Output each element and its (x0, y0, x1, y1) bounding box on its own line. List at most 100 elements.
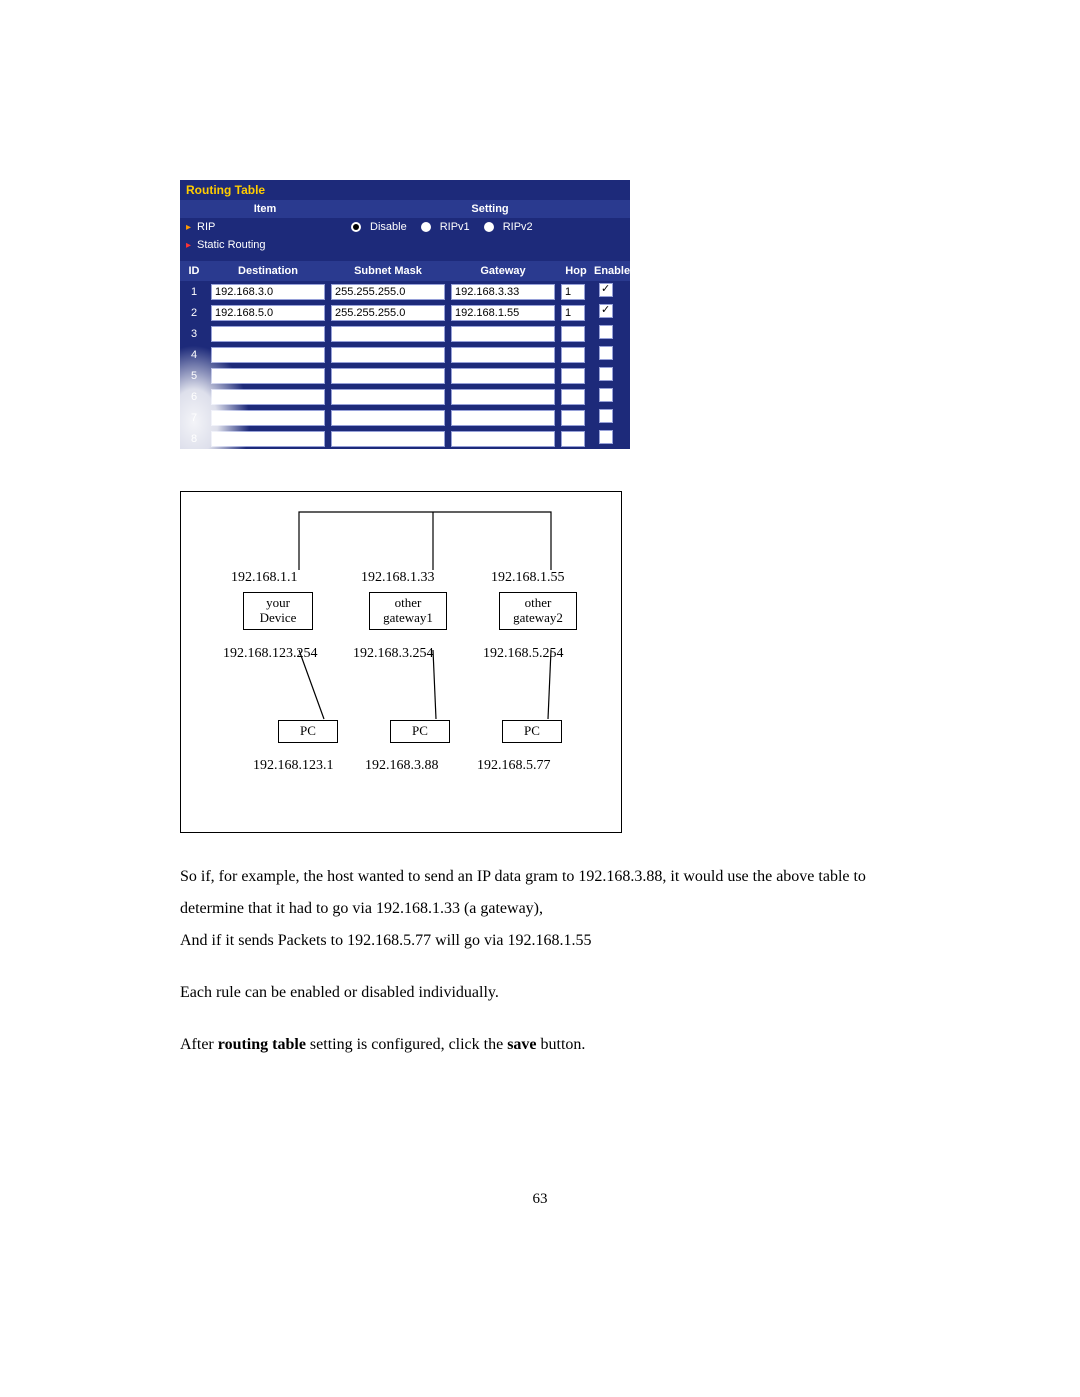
destination-input[interactable] (211, 389, 325, 405)
row-id: 4 (180, 349, 208, 361)
static-routing-row: ▸ Static Routing (180, 236, 630, 261)
col-destination: Destination (208, 261, 328, 281)
caret-icon: ▸ (186, 240, 191, 251)
enable-checkbox[interactable] (599, 409, 613, 423)
subnet-mask-input[interactable] (331, 305, 445, 321)
diagram-ip-label: 192.168.5.77 (477, 758, 551, 774)
paragraph-3: Each rule can be enabled or disabled ind… (180, 977, 900, 1009)
destination-input[interactable] (211, 431, 325, 447)
radio-ripv2[interactable] (484, 222, 494, 232)
gateway-input[interactable] (451, 389, 555, 405)
subnet-mask-input[interactable] (331, 284, 445, 300)
enable-checkbox[interactable] (599, 304, 613, 318)
paragraph-2: And if it sends Packets to 192.168.5.77 … (180, 925, 900, 957)
paragraph-4: After routing table setting is configure… (180, 1029, 900, 1061)
header-item: Item (180, 200, 350, 218)
gateway-input[interactable] (451, 284, 555, 300)
radio-ripv1[interactable] (421, 222, 431, 232)
hop-input[interactable] (561, 326, 585, 342)
col-subnet-mask: Subnet Mask (328, 261, 448, 281)
gateway-input[interactable] (451, 347, 555, 363)
destination-input[interactable] (211, 410, 325, 426)
table-row: 2 (180, 302, 630, 323)
destination-input[interactable] (211, 305, 325, 321)
destination-input[interactable] (211, 368, 325, 384)
subnet-mask-input[interactable] (331, 347, 445, 363)
hop-input[interactable] (561, 284, 585, 300)
diagram-node-box: PC (390, 720, 450, 743)
table-row: 6 (180, 386, 630, 407)
diagram-ip-label: 192.168.3.254 (353, 646, 434, 662)
table-row: 5 (180, 365, 630, 386)
hop-input[interactable] (561, 368, 585, 384)
network-diagram: yourDevice192.168.1.1192.168.123.254othe… (180, 491, 622, 833)
rip-label: RIP (197, 221, 337, 233)
gateway-input[interactable] (451, 305, 555, 321)
col-enable: Enable (594, 261, 630, 281)
gateway-input[interactable] (451, 326, 555, 342)
hop-input[interactable] (561, 389, 585, 405)
col-gateway: Gateway (448, 261, 558, 281)
enable-checkbox[interactable] (599, 325, 613, 339)
hop-input[interactable] (561, 347, 585, 363)
radio-ripv1-label: RIPv1 (440, 221, 470, 233)
routing-table-panel: Routing Table Item Setting ▸ RIP Disable… (180, 180, 630, 449)
enable-checkbox[interactable] (599, 367, 613, 381)
routing-columns-header: ID Destination Subnet Mask Gateway Hop E… (180, 261, 630, 281)
gateway-input[interactable] (451, 368, 555, 384)
destination-input[interactable] (211, 284, 325, 300)
gateway-input[interactable] (451, 431, 555, 447)
diagram-ip-label: 192.168.5.254 (483, 646, 564, 662)
diagram-lines (181, 492, 621, 832)
table-row: 3 (180, 323, 630, 344)
diagram-node-box: yourDevice (243, 592, 313, 630)
table-row: 1 (180, 281, 630, 302)
p4-bold2: save (507, 1036, 536, 1053)
table-row: 8 (180, 428, 630, 449)
p4-bold1: routing table (218, 1036, 306, 1053)
diagram-ip-label: 192.168.3.88 (365, 758, 439, 774)
hop-input[interactable] (561, 410, 585, 426)
paragraph-1: So if, for example, the host wanted to s… (180, 861, 900, 925)
radio-ripv2-label: RIPv2 (503, 221, 533, 233)
rip-row: ▸ RIP Disable RIPv1 RIPv2 (180, 218, 630, 236)
hop-input[interactable] (561, 431, 585, 447)
diagram-ip-label: 192.168.123.254 (223, 646, 318, 662)
enable-checkbox[interactable] (599, 388, 613, 402)
enable-checkbox[interactable] (599, 346, 613, 360)
routing-rows-body: 12345678 (180, 281, 630, 449)
subnet-mask-input[interactable] (331, 410, 445, 426)
destination-input[interactable] (211, 347, 325, 363)
subnet-mask-input[interactable] (331, 368, 445, 384)
page-number: 63 (180, 1191, 900, 1208)
destination-input[interactable] (211, 326, 325, 342)
diagram-node-box: othergateway1 (369, 592, 447, 630)
static-routing-label: Static Routing (197, 239, 265, 251)
col-id: ID (180, 261, 208, 281)
subnet-mask-input[interactable] (331, 431, 445, 447)
diagram-ip-label: 192.168.123.1 (253, 758, 334, 774)
row-id: 1 (180, 286, 208, 298)
radio-disable[interactable] (351, 222, 361, 232)
table-row: 4 (180, 344, 630, 365)
p4-post: button. (537, 1036, 586, 1053)
subnet-mask-input[interactable] (331, 326, 445, 342)
diagram-node-box: PC (278, 720, 338, 743)
routing-table-title: Routing Table (180, 180, 630, 200)
row-id: 3 (180, 328, 208, 340)
row-id: 8 (180, 433, 208, 445)
subnet-mask-input[interactable] (331, 389, 445, 405)
diagram-node-box: othergateway2 (499, 592, 577, 630)
enable-checkbox[interactable] (599, 430, 613, 444)
row-id: 2 (180, 307, 208, 319)
routing-table-header-row: Item Setting (180, 200, 630, 218)
diagram-ip-label: 192.168.1.33 (361, 570, 435, 586)
hop-input[interactable] (561, 305, 585, 321)
radio-disable-label: Disable (370, 221, 407, 233)
diagram-node-box: PC (502, 720, 562, 743)
caret-icon: ▸ (186, 222, 191, 233)
enable-checkbox[interactable] (599, 283, 613, 297)
row-id: 5 (180, 370, 208, 382)
gateway-input[interactable] (451, 410, 555, 426)
diagram-ip-label: 192.168.1.55 (491, 570, 565, 586)
